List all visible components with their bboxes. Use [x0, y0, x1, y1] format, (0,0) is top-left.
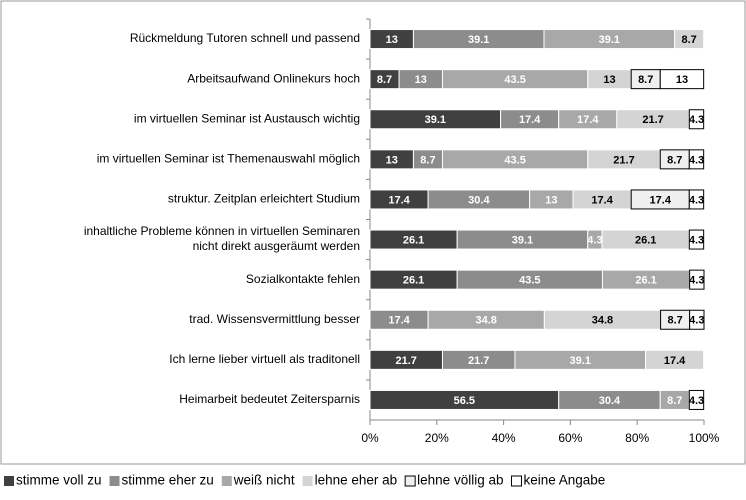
bar-segment	[688, 109, 705, 130]
value-label: 13	[676, 74, 688, 86]
legend-swatch	[221, 476, 232, 486]
value-label: 21.7	[468, 355, 489, 367]
x-tick-label: 60%	[558, 431, 582, 445]
value-label: 26.1	[403, 234, 424, 246]
bar-segment	[688, 229, 705, 250]
value-label: 4.3	[689, 194, 704, 206]
value-label: 39.1	[570, 355, 591, 367]
y-tick-label: Ich lerne lieber virtuell als traditonel…	[169, 352, 360, 366]
legend-label: lehne völlig ab	[417, 473, 503, 488]
value-label: 8.7	[667, 315, 682, 327]
x-tick-label: 80%	[625, 431, 649, 445]
legend-label: stimme voll zu	[16, 473, 102, 488]
bar-segment	[689, 269, 705, 290]
bar-segment	[688, 389, 705, 410]
value-label: 13	[603, 74, 615, 86]
value-label: 17.4	[591, 194, 613, 206]
value-label: 30.4	[468, 194, 490, 206]
value-label: 13	[545, 194, 557, 206]
value-label: 26.1	[635, 234, 656, 246]
value-label: 4.3	[587, 234, 602, 246]
bar-segment	[659, 69, 705, 90]
bar-segment	[688, 149, 705, 170]
y-tick-label: trad. Wissensvermittlung besser	[189, 312, 360, 326]
value-label: 21.7	[396, 355, 417, 367]
x-tick-label: 40%	[492, 431, 516, 445]
value-label: 17.4	[577, 114, 599, 126]
y-tick-label: Sozialkontakte fehlen	[246, 272, 360, 286]
value-label: 4.3	[689, 315, 704, 327]
value-label: 13	[386, 34, 398, 46]
y-tick-label: Heimarbeit bedeutet Zeitersparnis	[179, 392, 360, 406]
y-tick-label: Arbeitsaufwand Onlinekurs hoch	[187, 71, 360, 85]
value-label: 17.4	[519, 114, 541, 126]
legend-swatch	[4, 476, 14, 486]
value-label: 26.1	[635, 275, 656, 287]
value-label: 56.5	[454, 395, 475, 407]
x-tick-label: 100%	[689, 431, 720, 445]
legend-swatch	[302, 476, 313, 486]
value-label: 4.3	[689, 234, 704, 246]
value-label: 8.7	[420, 154, 435, 166]
x-tick-label: 0%	[361, 431, 379, 445]
bar-segment	[674, 29, 705, 50]
value-label: 8.7	[638, 74, 653, 86]
value-label: 8.7	[377, 74, 392, 86]
value-label: 4.3	[689, 395, 704, 407]
y-tick-label: Rückmeldung Tutoren schnell und passend	[130, 31, 360, 45]
value-label: 39.1	[512, 234, 533, 246]
y-tick-label: inhaltliche Probleme können in virtuelle…	[84, 224, 360, 253]
value-label: 26.1	[403, 275, 424, 287]
value-label: 8.7	[667, 154, 682, 166]
value-label: 39.1	[599, 34, 620, 46]
bar-segment	[689, 309, 705, 330]
legend-label: stimme eher zu	[122, 473, 214, 488]
value-label: 13	[415, 74, 427, 86]
value-label: 21.7	[642, 114, 663, 126]
x-tick-label: 20%	[425, 431, 449, 445]
value-label: 30.4	[599, 395, 621, 407]
legend-label: keine Angabe	[523, 473, 605, 488]
chart-border	[0, 0, 746, 465]
value-label: 39.1	[468, 34, 489, 46]
value-label: 39.1	[425, 114, 446, 126]
value-label: 17.4	[650, 194, 672, 206]
value-label: 43.5	[504, 154, 525, 166]
value-label: 17.4	[388, 194, 410, 206]
legend-swatch	[109, 476, 120, 486]
legend-label: lehne eher ab	[315, 473, 398, 488]
value-label: 17.4	[664, 355, 686, 367]
bar-segment	[688, 189, 705, 210]
bar-segment	[645, 349, 705, 370]
value-label: 43.5	[504, 74, 525, 86]
value-label: 43.5	[519, 275, 540, 287]
y-tick-label: struktur. Zeitplan erleichtert Studium	[168, 192, 360, 206]
legend-label: weiß nicht	[233, 473, 295, 488]
value-label: 21.7	[613, 154, 634, 166]
value-label: 8.7	[667, 395, 682, 407]
value-label: 4.3	[689, 275, 704, 287]
value-label: 34.8	[592, 315, 613, 327]
value-label: 4.3	[689, 154, 704, 166]
y-tick-label: im virtuellen Seminar ist Austausch wich…	[134, 111, 360, 125]
value-label: 34.8	[476, 315, 497, 327]
legend-swatch	[404, 475, 416, 487]
y-tick-label: im virtuellen Seminar ist Themenauswahl …	[97, 152, 360, 166]
value-label: 13	[386, 154, 398, 166]
value-label: 17.4	[388, 315, 410, 327]
value-label: 4.3	[689, 114, 704, 126]
legend-swatch	[510, 475, 522, 487]
value-label: 8.7	[681, 34, 696, 46]
